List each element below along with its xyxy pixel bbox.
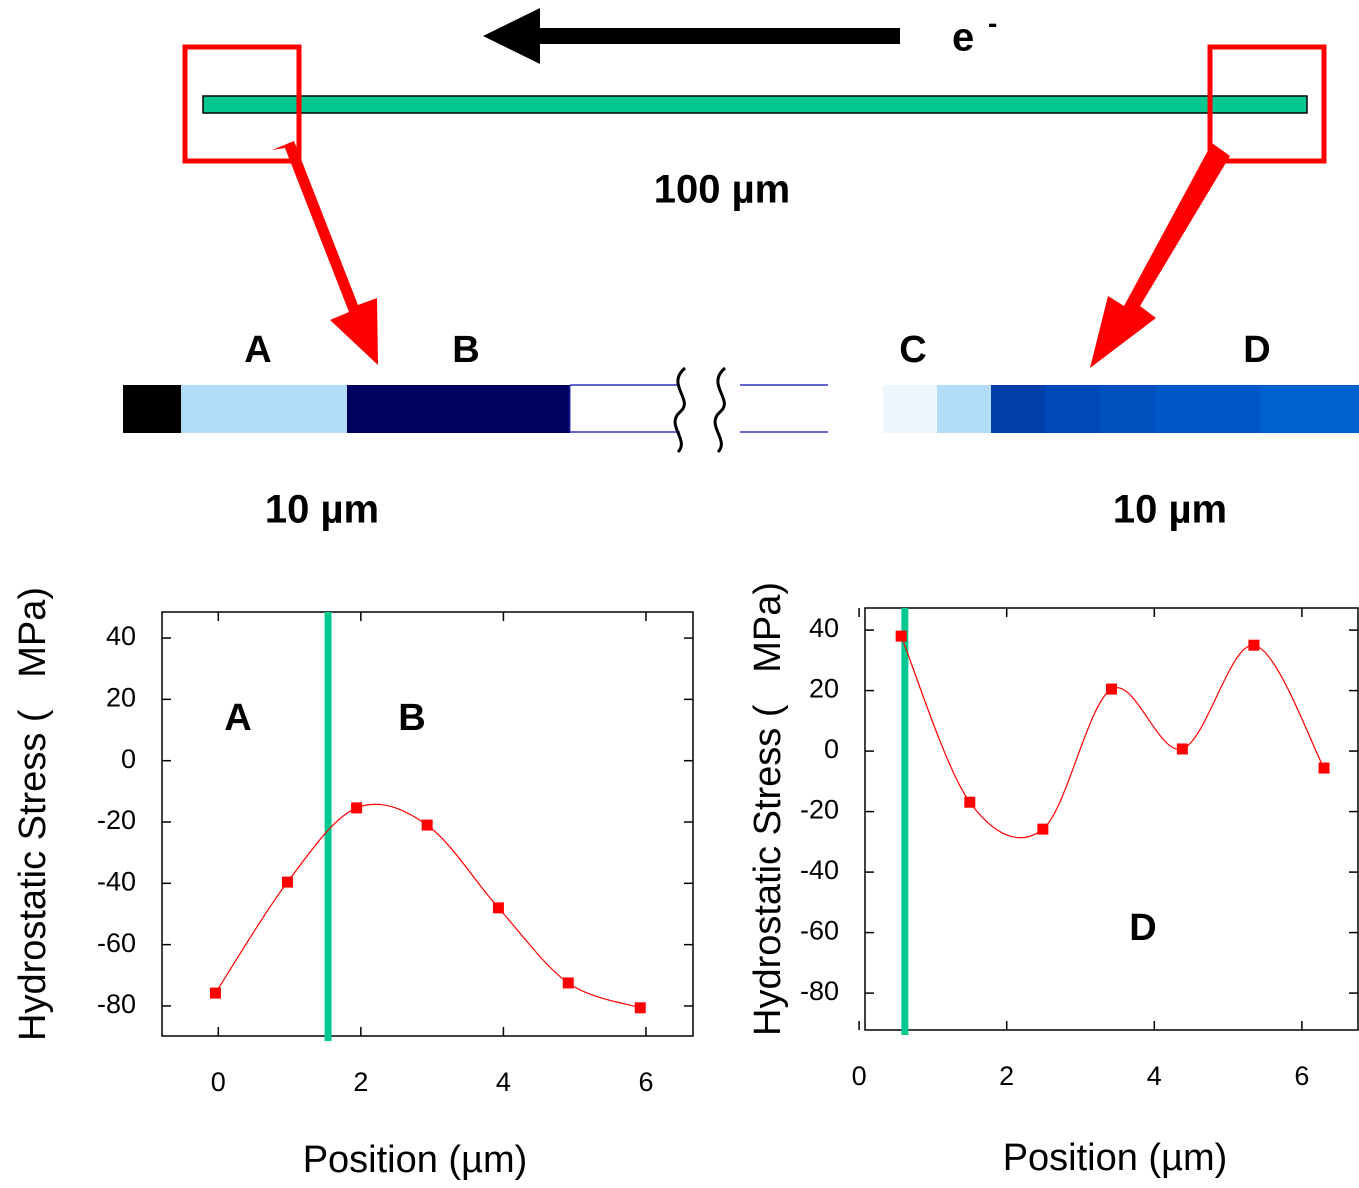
y-tick-label: -20 <box>97 805 136 835</box>
y-axis-label: Hydrostatic Stress ( MPa) <box>747 582 789 1036</box>
x-tick-label: 2 <box>999 1061 1014 1091</box>
y-tick-label: 40 <box>106 621 136 651</box>
marker <box>351 802 363 814</box>
y-tick-label: -80 <box>800 976 839 1006</box>
x-tick-label: 0 <box>211 1067 226 1097</box>
region-annotation: B <box>398 697 425 739</box>
y-tick-label: 20 <box>809 674 839 704</box>
region-label: C <box>899 329 926 371</box>
marker <box>1248 639 1260 651</box>
x-axis-label: Position (µm) <box>1003 1137 1228 1179</box>
x-tick-label: 2 <box>353 1067 368 1097</box>
left-strip <box>123 366 828 454</box>
marker <box>1176 743 1188 755</box>
electron-charge: - <box>988 7 997 38</box>
region-label: B <box>452 329 479 371</box>
strip-length: 10 µm <box>1113 488 1227 532</box>
plot-frame <box>864 607 1359 1031</box>
x-tick-label: 6 <box>638 1067 653 1097</box>
x-tick-label: 4 <box>1147 1061 1162 1091</box>
zoom-box <box>1207 44 1327 164</box>
x-axis-label: Position (µm) <box>303 1139 528 1181</box>
wire <box>202 95 1308 114</box>
right-strip <box>883 385 1359 433</box>
y-tick-label: -40 <box>97 866 136 896</box>
x-tick-label: 0 <box>852 1061 867 1091</box>
y-tick-label: 40 <box>809 613 839 643</box>
marker <box>281 876 293 888</box>
marker <box>964 796 976 808</box>
marker <box>1106 683 1117 695</box>
marker <box>634 1002 646 1014</box>
y-tick-label: -60 <box>97 928 136 958</box>
y-axis-label: Hydrostatic Stress ( MPa) <box>12 587 54 1041</box>
y-tick-label: -40 <box>800 855 839 885</box>
y-tick-label: 0 <box>121 744 136 774</box>
plot-frame <box>161 611 694 1037</box>
marker <box>492 902 504 914</box>
wire-length: 100 µm <box>654 168 790 212</box>
region-label: A <box>244 329 271 371</box>
electron-label: e <box>952 16 974 60</box>
marker <box>895 630 907 642</box>
y-tick-label: -60 <box>800 916 839 946</box>
curve <box>214 803 641 1009</box>
marker <box>1037 823 1049 835</box>
y-tick-label: 20 <box>106 683 136 713</box>
region-annotation: A <box>224 697 251 739</box>
marker <box>562 977 574 989</box>
electron-arrow <box>483 8 900 64</box>
y-tick-label: 0 <box>824 734 839 764</box>
marker <box>209 987 221 999</box>
strip-length: 10 µm <box>265 488 379 532</box>
x-tick-label: 6 <box>1294 1061 1309 1091</box>
x-tick-label: 4 <box>496 1067 511 1097</box>
y-tick-label: -80 <box>97 989 136 1019</box>
zoom-arrow <box>272 141 1230 368</box>
region-label: D <box>1243 329 1270 371</box>
marker <box>421 819 433 831</box>
zoom-box <box>182 44 302 164</box>
marker <box>1318 762 1330 774</box>
region-annotation: D <box>1129 907 1156 949</box>
y-tick-label: -20 <box>800 795 839 825</box>
